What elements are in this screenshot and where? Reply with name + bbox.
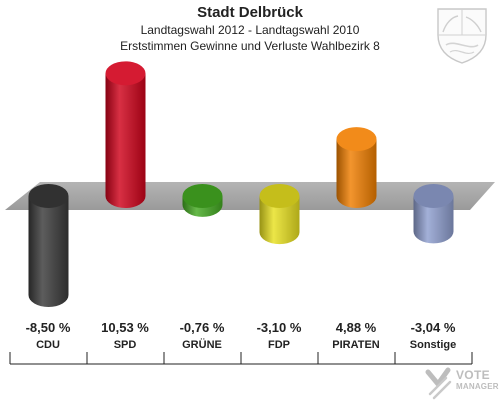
vote-manager-logo-icon	[425, 367, 452, 400]
bar-cap	[413, 184, 454, 208]
coat-of-arms-icon	[437, 8, 487, 64]
chart-bars	[28, 61, 454, 308]
value-label: 10,53 %	[101, 320, 149, 335]
bar-cap	[259, 184, 300, 208]
category-label: SPD	[113, 339, 137, 351]
bar-body	[336, 139, 377, 208]
brand-name-line1: VOTE	[456, 368, 490, 382]
chart-subtitle-district: Erststimmen Gewinne und Verluste Wahlbez…	[120, 39, 380, 53]
bar-cap	[28, 184, 69, 208]
chart-subtitle-election: Landtagswahl 2012 - Landtagswahl 2010	[140, 23, 360, 37]
x-axis	[9, 352, 473, 365]
bar-fdp	[259, 184, 300, 245]
bar-body	[28, 196, 69, 308]
category-label: FDP	[268, 339, 290, 351]
value-label: -3,04 %	[410, 320, 456, 335]
bar-cap	[105, 61, 146, 86]
bar-cap	[336, 127, 377, 152]
chart-title: Stadt Delbrück	[197, 4, 303, 21]
bar-spd	[105, 61, 146, 208]
category-label: Sonstige	[409, 339, 457, 351]
category-label: PIRATEN	[332, 339, 380, 351]
value-label: -8,50 %	[25, 320, 71, 335]
value-label: -0,76 %	[179, 320, 225, 335]
bar-cap	[182, 184, 223, 208]
category-label: CDU	[36, 339, 60, 351]
value-label: -3,10 %	[256, 320, 302, 335]
bar-piraten	[336, 127, 377, 208]
bar-cdu	[28, 184, 69, 308]
bar-body	[413, 196, 454, 244]
category-label: GRÜNE	[182, 339, 222, 351]
value-label: 4,88 %	[335, 320, 377, 335]
bar-body	[105, 73, 146, 208]
bar-sonstige	[413, 184, 454, 244]
bar-body	[259, 196, 300, 245]
brand-name-line2: MANAGER	[456, 382, 499, 391]
bar-gr-ne	[182, 184, 223, 217]
